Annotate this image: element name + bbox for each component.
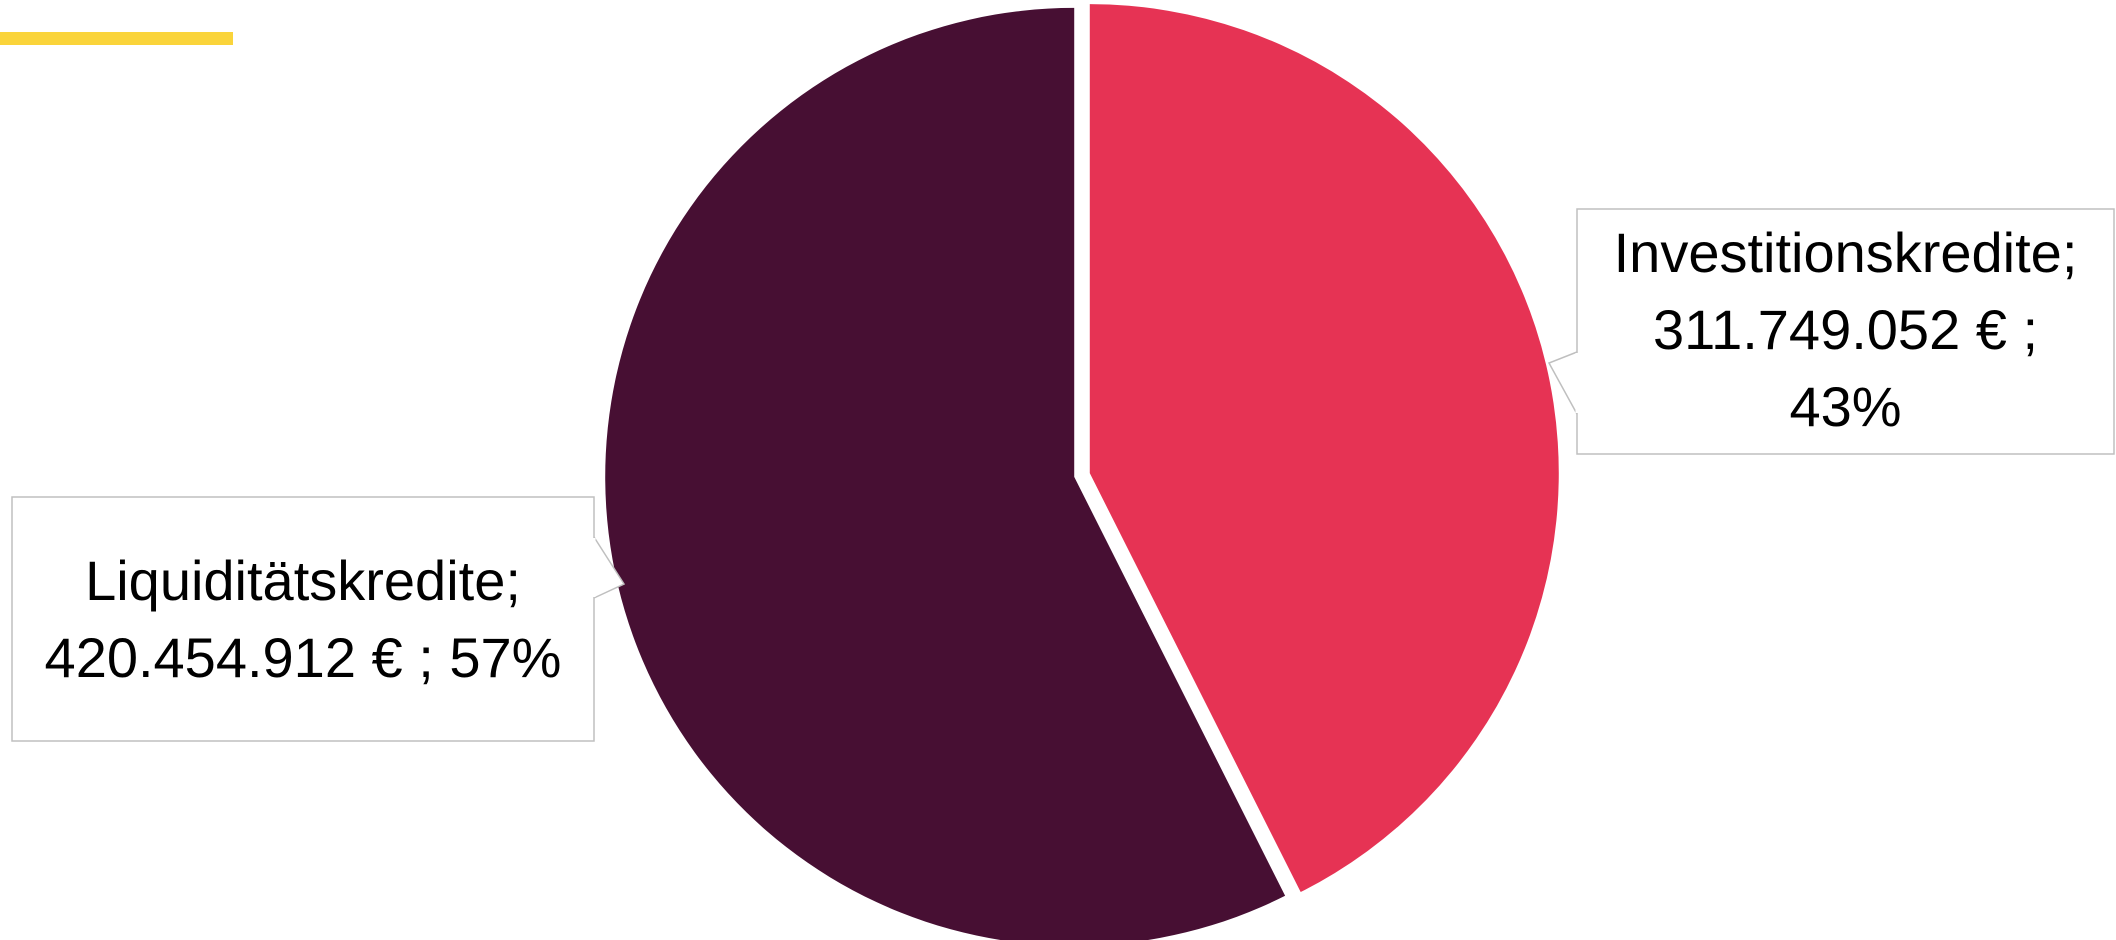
pie-slice-liquiditatskredite: [605, 7, 1286, 940]
pie-slice-investitionskredite: [1089, 4, 1559, 893]
data-label-line: Investitionskredite;: [1614, 221, 2078, 284]
data-label-line: 43%: [1789, 375, 1901, 438]
callout-box: [1576, 208, 2115, 455]
data-label-line: 420.454.912 € ; 57%: [45, 626, 562, 689]
pie-slices: [605, 4, 1559, 940]
title-accent-bar: [0, 32, 233, 45]
callout-liquiditatskredite: Liquiditätskredite; 420.454.912 € ; 57%: [11, 496, 626, 742]
callout-pointer: [1547, 351, 1578, 415]
data-label-line: Liquiditätskredite;: [85, 549, 521, 612]
callout-investitionskredite: Investitionskredite; 311.749.052 € ; 43%: [1547, 208, 2115, 455]
callout-box: [11, 496, 595, 742]
data-label-line: 311.749.052 € ;: [1653, 298, 2038, 361]
pie-callouts: Investitionskredite; 311.749.052 € ; 43% Li…: [11, 208, 2115, 742]
callout-pointer: [593, 536, 626, 599]
